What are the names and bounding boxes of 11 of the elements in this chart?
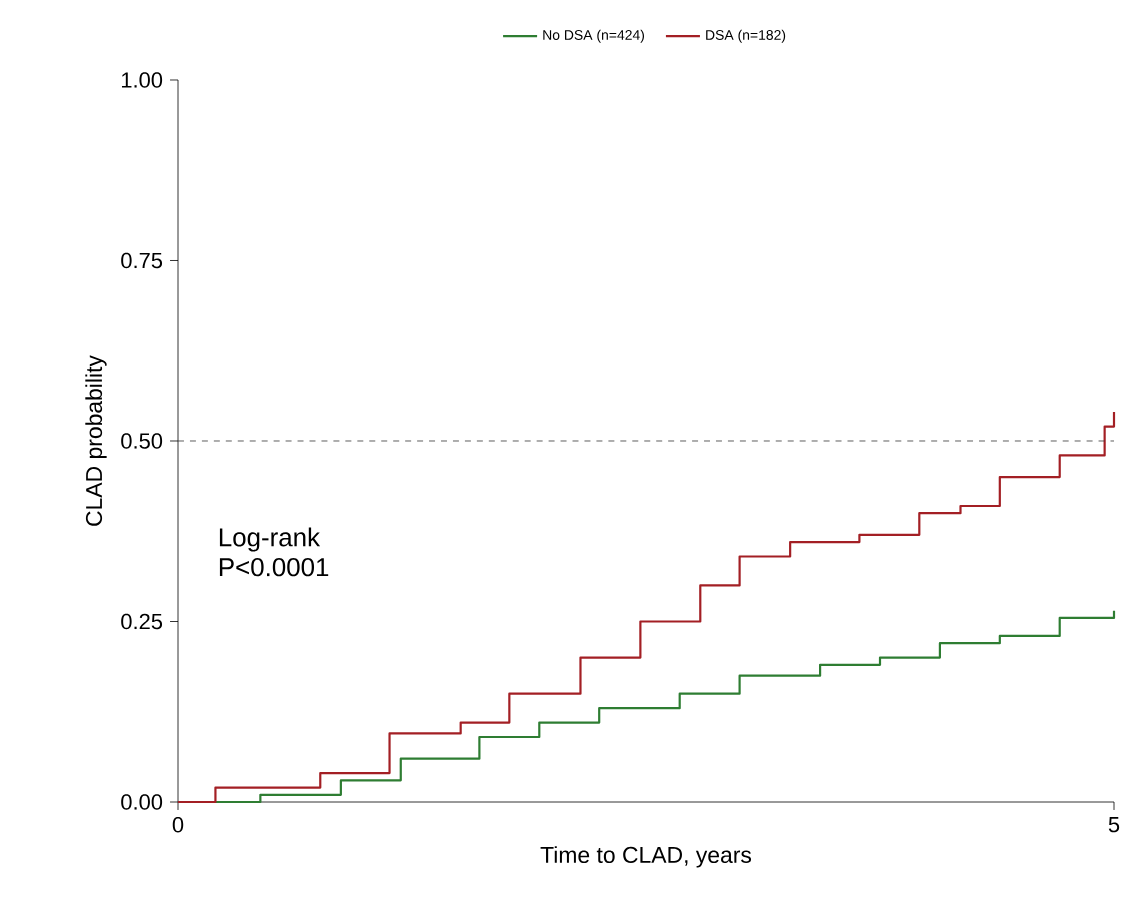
y-tick-label: 1.00 — [121, 72, 163, 88]
annotation: P<0.0001 — [219, 558, 329, 577]
x-tick-label: 5 — [1108, 817, 1120, 833]
y-tick-label: 0.00 — [121, 794, 163, 810]
x-axis-title: Time to CLAD, years — [540, 846, 752, 868]
x-tick-label: 0 — [172, 817, 184, 833]
y-axis-title: CLAD probability — [85, 355, 107, 526]
y-tick-label: 0.50 — [121, 433, 163, 449]
y-tick-label: 0.25 — [121, 613, 163, 630]
annotation: Log-rank — [219, 527, 321, 552]
y-tick-label: 0.75 — [121, 252, 163, 269]
